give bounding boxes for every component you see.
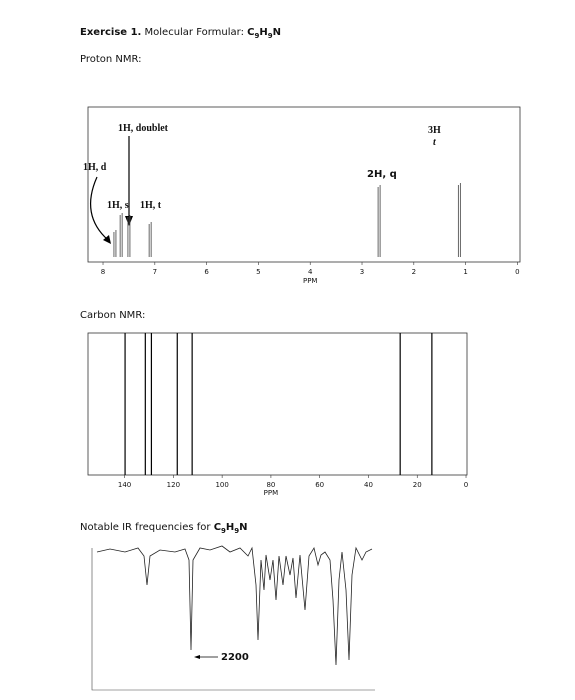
exercise-title: Exercise 1. Molecular Formular: C9H9N (80, 27, 281, 40)
section-heading: Notable IR frequencies for C9H9N (80, 522, 248, 535)
x-tick-label: 3 (360, 268, 364, 276)
x-tick-label: 7 (153, 268, 157, 276)
ir-axes (91, 548, 375, 691)
x-tick-label: 0 (515, 268, 519, 276)
formula-part: H (226, 522, 234, 533)
formula-sub: 9 (221, 527, 226, 535)
annotation: 1H, s (107, 200, 129, 211)
arrow (90, 176, 109, 241)
x-tick-label: 20 (413, 481, 422, 489)
proton-frame (87, 106, 521, 263)
x-tick-label: 5 (256, 268, 260, 276)
x-axis-label: PPM (303, 277, 317, 285)
arrow-head (125, 216, 133, 226)
x-tick-label: 0 (464, 481, 468, 489)
section-heading: Carbon NMR: (80, 310, 145, 321)
formula-sub: 9 (234, 527, 239, 535)
formula-sub: 9 (268, 32, 273, 40)
ir-annotation: 2200 (221, 652, 249, 663)
x-axis-label: PPM (264, 489, 278, 497)
x-tick-label: 120 (167, 481, 180, 489)
nmr-peak (127, 215, 131, 257)
annotation: 1H, d (83, 162, 107, 173)
annotation: t (433, 137, 437, 148)
formula-sub: 9 (255, 32, 260, 40)
x-tick-label: 6 (204, 268, 209, 276)
x-tick-label: 140 (118, 481, 131, 489)
exercise-label: Exercise 1. (80, 27, 141, 38)
carbon-frame (87, 332, 468, 476)
nmr-peak (377, 185, 381, 257)
nmr-peak (457, 183, 461, 257)
formula-part: C (247, 27, 254, 38)
x-tick-label: 1 (463, 268, 467, 276)
x-tick-label: 4 (308, 268, 313, 276)
ir-trace (96, 545, 373, 666)
ir-heading: Notable IR frequencies for (80, 522, 211, 533)
annotation: 2H, q (367, 169, 397, 180)
formula-part: C (214, 522, 221, 533)
formula-part: H (259, 27, 267, 38)
x-tick-label: 2 (412, 268, 416, 276)
formula-part: N (273, 27, 281, 38)
annotation: 3H (428, 125, 441, 136)
x-tick-label: 8 (101, 268, 105, 276)
annotation: 1H, t (140, 200, 162, 211)
formula-part: N (239, 522, 247, 533)
x-tick-label: 60 (315, 481, 324, 489)
x-tick-label: 100 (215, 481, 228, 489)
nmr-peak (119, 213, 123, 257)
exercise-text: Molecular Formular: (145, 27, 244, 38)
section-heading: Proton NMR: (80, 54, 142, 65)
arrow-head (194, 655, 200, 659)
x-tick-label: 80 (266, 481, 275, 489)
nmr-peak (148, 222, 152, 257)
annotation: 1H, doublet (118, 123, 169, 134)
arrow-head (103, 235, 111, 244)
x-tick-label: 40 (364, 481, 373, 489)
ir-spectrum: 2200 (91, 545, 375, 691)
nmr-peak (113, 230, 117, 257)
